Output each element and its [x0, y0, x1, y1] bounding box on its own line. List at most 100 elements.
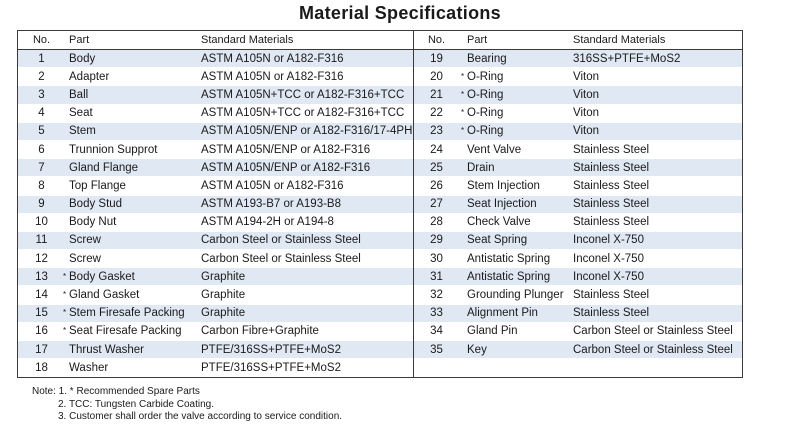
- header-material: Standard Materials: [201, 34, 294, 46]
- row-material: Graphite: [201, 307, 246, 320]
- row-material: ASTM A105N/ENP or A182-F316/17-4PH: [201, 125, 413, 138]
- row-material: Inconel X-750: [573, 252, 644, 265]
- row-number: 27: [430, 198, 443, 211]
- row-part: Screw: [63, 253, 200, 265]
- spare-part-marker: *: [461, 108, 465, 118]
- row-material: Viton: [573, 107, 600, 120]
- part-name: O-Ring: [467, 70, 504, 83]
- material-spec-table: No. Part Standard Materials 1 Body ASTM A1…: [17, 30, 743, 379]
- row-material: ASTM A193-B7 or A193-B8: [201, 198, 341, 211]
- table-row: 23 * O-Ring Viton: [414, 122, 742, 141]
- part-name: Seat Firesafe Packing: [69, 325, 182, 338]
- row-part: Top Flange: [63, 180, 200, 192]
- part-name: O-Ring: [467, 88, 504, 101]
- header-part: Part: [69, 34, 90, 46]
- table-row: 1 Body ASTM A105N or A182-F316: [18, 50, 413, 69]
- part-name: Body Nut: [69, 216, 117, 229]
- row-part: Body: [63, 53, 200, 65]
- table-row: 22 * O-Ring Viton: [414, 105, 742, 123]
- row-number: 11: [35, 234, 48, 247]
- spare-part-marker: *: [63, 290, 67, 300]
- row-material: Inconel X-750: [573, 234, 644, 247]
- part-name: O-Ring: [467, 125, 504, 138]
- row-part: Gland Pin: [457, 325, 572, 337]
- row-part: Ball: [63, 89, 200, 101]
- row-part: Screw: [63, 234, 200, 246]
- row-part: Grounding Plunger: [457, 289, 572, 301]
- table-row: 11 Screw Carbon Steel or Stainless Steel: [18, 231, 413, 251]
- row-part: * Seat Firesafe Packing: [63, 325, 200, 337]
- part-name: Stem: [69, 125, 96, 138]
- header-no: No.: [32, 34, 51, 46]
- row-number: 20: [430, 70, 443, 83]
- row-material: ASTM A194-2H or A194-8: [201, 216, 334, 229]
- row-material: PTFE/316SS+PTFE+MoS2: [201, 343, 341, 356]
- table-row: 4 Seat ASTM A105N+TCC or A182-F316+TCC: [18, 105, 413, 123]
- row-material: Stainless Steel: [573, 143, 650, 156]
- part-name: Vent Valve: [467, 143, 522, 156]
- spare-part-marker: *: [63, 326, 67, 336]
- row-part: Trunnion Supprot: [63, 144, 200, 156]
- row-material: Carbon Steel or Stainless Steel: [573, 343, 733, 356]
- row-part: * O-Ring: [457, 107, 572, 119]
- part-name: Body Stud: [69, 198, 123, 211]
- row-part: Seat Injection: [457, 198, 572, 210]
- row-part: * O-Ring: [457, 89, 572, 101]
- row-material: Viton: [573, 88, 600, 101]
- part-name: Gland Gasket: [69, 289, 140, 302]
- header-part: Part: [467, 34, 488, 46]
- table-row: 34 Gland Pin Carbon Steel or Stainless Ste…: [414, 323, 742, 341]
- row-number: 34: [430, 325, 443, 338]
- row-number: 28: [430, 216, 443, 229]
- row-material: ASTM A105N or A182-F316: [201, 52, 344, 65]
- table-row: 15 * Stem Firesafe Packing Graphite: [18, 304, 413, 323]
- row-part: Seat: [63, 107, 200, 119]
- row-material: Carbon Steel or Stainless Steel: [201, 234, 361, 247]
- row-number: 7: [38, 161, 45, 174]
- table-row: 12 Screw Carbon Steel or Stainless Steel: [18, 250, 413, 269]
- part-name: Ball: [69, 88, 89, 101]
- part-name: Seat: [69, 107, 93, 120]
- row-material: ASTM A105N or A182-F316: [201, 70, 344, 83]
- table-row: 32 Grounding Plunger Stainless Steel: [414, 286, 742, 305]
- row-number: 35: [430, 343, 443, 356]
- part-name: Screw: [69, 234, 101, 247]
- row-part: Alignment Pin: [457, 307, 572, 319]
- row-material: Stainless Steel: [573, 289, 650, 302]
- row-material: ASTM A105N+TCC or A182-F316+TCC: [201, 107, 405, 120]
- table-row: 17 Thrust Washer PTFE/316SS+PTFE+MoS2: [18, 341, 413, 360]
- row-material: Stainless Steel: [573, 307, 650, 320]
- row-number: 2: [38, 70, 45, 83]
- row-material: Graphite: [201, 289, 246, 302]
- row-number: 31: [430, 270, 443, 283]
- table-row: 24 Vent Valve Stainless Steel: [414, 141, 742, 160]
- row-number: 5: [38, 125, 45, 138]
- row-number: 24: [430, 143, 443, 156]
- part-name: Key: [467, 343, 487, 356]
- row-number: 23: [430, 125, 443, 138]
- part-name: Body Gasket: [69, 270, 135, 283]
- part-name: Antistatic Spring: [467, 270, 551, 283]
- spare-part-marker: *: [461, 71, 465, 81]
- row-number: 32: [430, 289, 443, 302]
- row-part: Thrust Washer: [63, 344, 200, 356]
- table-row: [414, 359, 742, 378]
- row-part: * Body Gasket: [63, 271, 200, 283]
- row-part: Bearing: [457, 53, 572, 65]
- row-number: 1: [38, 52, 45, 65]
- spare-part-marker: *: [461, 126, 465, 136]
- header-material: Standard Materials: [573, 34, 666, 46]
- row-number: 30: [430, 252, 443, 265]
- row-material: Stainless Steel: [573, 161, 650, 174]
- table-row: 18 Washer PTFE/316SS+PTFE+MoS2: [18, 359, 413, 378]
- notes: Note: 1. * Recommended Spare Parts 2. TC…: [32, 386, 342, 424]
- row-part: * Gland Gasket: [63, 289, 200, 301]
- spare-part-marker: *: [63, 271, 67, 281]
- part-name: Top Flange: [69, 179, 126, 192]
- part-name: Antistatic Spring: [467, 252, 551, 265]
- table-header-row: No. Part Standard Materials: [414, 31, 742, 50]
- part-name: Check Valve: [467, 216, 531, 229]
- part-name: Stem Firesafe Packing: [69, 307, 185, 320]
- table-row: 16 * Seat Firesafe Packing Carbon Fibre+Gra…: [18, 323, 413, 341]
- part-name: Grounding Plunger: [467, 289, 564, 302]
